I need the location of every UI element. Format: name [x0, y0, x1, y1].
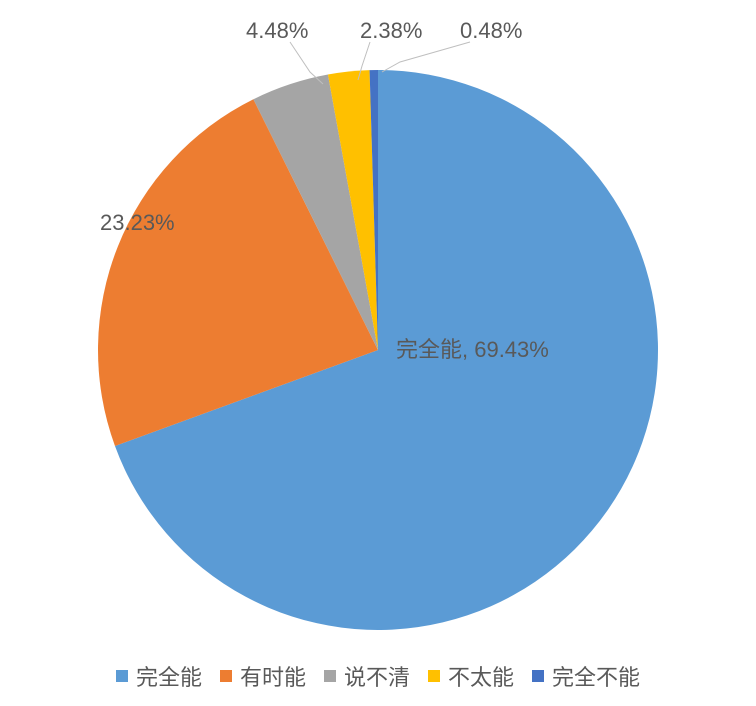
pie-svg [0, 0, 756, 630]
legend: 完全能 有时能 说不清 不太能 完全不能 [0, 646, 756, 706]
leader-line-4 [382, 42, 470, 72]
legend-label-0: 完全能 [136, 660, 202, 692]
legend-swatch-0 [116, 670, 128, 682]
legend-item-0: 完全能 [116, 660, 202, 692]
slice-label-2: 4.48% [246, 18, 308, 44]
legend-item-1: 有时能 [220, 660, 306, 692]
slice-label-4: 0.48% [460, 18, 522, 44]
slice-label-3: 2.38% [360, 18, 422, 44]
legend-swatch-1 [220, 670, 232, 682]
legend-label-2: 说不清 [344, 660, 410, 692]
slice-label-1: 23.23% [100, 210, 175, 236]
pie-chart: 完全能, 69.43% 23.23% 4.48% 2.38% 0.48% 完全能… [0, 0, 756, 706]
legend-item-4: 完全不能 [532, 660, 640, 692]
pie-area: 完全能, 69.43% 23.23% 4.48% 2.38% 0.48% [0, 0, 756, 630]
legend-label-4: 完全不能 [552, 660, 640, 692]
legend-item-3: 不太能 [428, 660, 514, 692]
legend-swatch-2 [324, 670, 336, 682]
legend-item-2: 说不清 [324, 660, 410, 692]
legend-swatch-3 [428, 670, 440, 682]
legend-label-1: 有时能 [240, 660, 306, 692]
legend-swatch-4 [532, 670, 544, 682]
slice-label-0: 完全能, 69.43% [396, 332, 549, 364]
legend-label-3: 不太能 [448, 660, 514, 692]
